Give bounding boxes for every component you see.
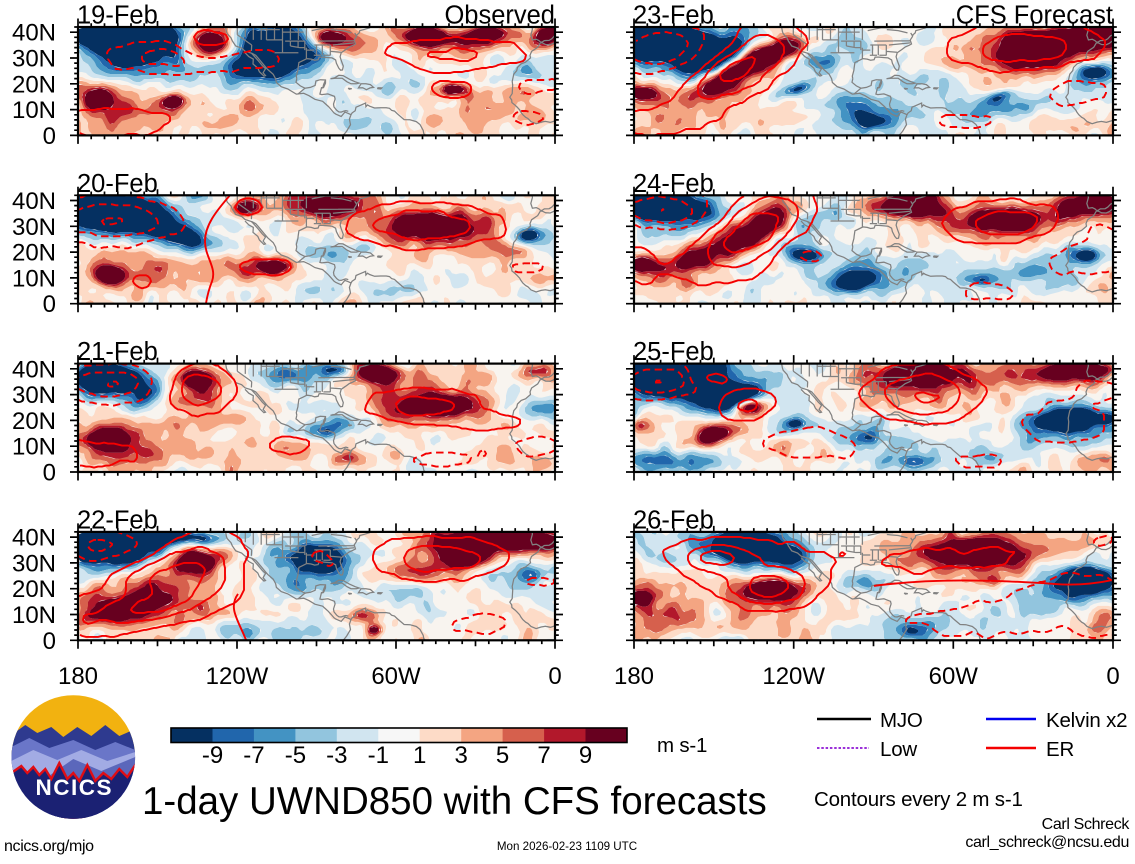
svg-text:-7: -7 (243, 742, 264, 769)
svg-text:30N: 30N (12, 382, 56, 409)
svg-text:0: 0 (43, 460, 56, 487)
svg-text:40N: 40N (12, 20, 56, 47)
svg-text:180: 180 (614, 663, 654, 690)
svg-text:CFS Forecast: CFS Forecast (956, 2, 1113, 30)
svg-text:0: 0 (43, 628, 56, 655)
svg-text:3: 3 (455, 742, 468, 769)
svg-text:1: 1 (413, 742, 426, 769)
svg-text:20N: 20N (12, 71, 56, 98)
svg-text:Low: Low (880, 738, 917, 761)
svg-text:20-Feb: 20-Feb (77, 170, 158, 198)
svg-text:Contours every 2 m s-1: Contours every 2 m s-1 (814, 788, 1023, 811)
svg-text:m s-1: m s-1 (657, 734, 707, 757)
svg-text:19-Feb: 19-Feb (77, 2, 158, 30)
svg-text:-1: -1 (368, 742, 389, 769)
svg-text:MJO: MJO (880, 709, 923, 732)
svg-text:ncics.org/mjo: ncics.org/mjo (4, 838, 94, 855)
svg-text:40N: 40N (12, 356, 56, 383)
svg-text:carl_schreck@ncsu.edu: carl_schreck@ncsu.edu (965, 834, 1129, 851)
svg-text:-9: -9 (202, 742, 223, 769)
svg-text:60W: 60W (929, 663, 979, 690)
svg-text:24-Feb: 24-Feb (633, 170, 714, 198)
svg-text:0: 0 (548, 663, 561, 690)
svg-text:0: 0 (43, 123, 56, 150)
svg-text:Carl Schreck: Carl Schreck (1042, 816, 1131, 833)
svg-text:5: 5 (496, 742, 509, 769)
svg-text:20N: 20N (12, 240, 56, 267)
svg-text:NCICS: NCICS (36, 775, 114, 800)
svg-text:30N: 30N (12, 550, 56, 577)
svg-text:Observed: Observed (444, 2, 555, 30)
svg-text:60W: 60W (371, 663, 421, 690)
svg-text:40N: 40N (12, 525, 56, 552)
svg-text:40N: 40N (12, 188, 56, 215)
svg-text:10N: 10N (12, 265, 56, 292)
svg-text:-5: -5 (285, 742, 306, 769)
svg-text:1-day UWND850 with CFS forecas: 1-day UWND850 with CFS forecasts (142, 780, 767, 823)
svg-text:120W: 120W (762, 663, 825, 690)
svg-text:20N: 20N (12, 576, 56, 603)
svg-text:30N: 30N (12, 214, 56, 241)
svg-text:10N: 10N (12, 97, 56, 124)
svg-text:7: 7 (537, 742, 550, 769)
svg-text:10N: 10N (12, 602, 56, 629)
svg-text:10N: 10N (12, 434, 56, 461)
svg-text:22-Feb: 22-Feb (77, 506, 158, 534)
svg-text:Kelvin x2: Kelvin x2 (1046, 709, 1127, 732)
svg-text:9: 9 (579, 742, 592, 769)
svg-text:ER: ER (1046, 738, 1074, 761)
svg-text:21-Feb: 21-Feb (77, 338, 158, 366)
svg-text:0: 0 (1106, 663, 1119, 690)
svg-text:-3: -3 (326, 742, 347, 769)
svg-text:20N: 20N (12, 408, 56, 435)
svg-text:26-Feb: 26-Feb (633, 506, 714, 534)
svg-text:180: 180 (58, 663, 98, 690)
svg-text:0: 0 (43, 291, 56, 318)
svg-text:25-Feb: 25-Feb (633, 338, 714, 366)
svg-text:30N: 30N (12, 46, 56, 73)
svg-text:Mon 2026-02-23 1109 UTC: Mon 2026-02-23 1109 UTC (497, 840, 637, 853)
svg-text:120W: 120W (206, 663, 269, 690)
svg-text:23-Feb: 23-Feb (633, 2, 714, 30)
